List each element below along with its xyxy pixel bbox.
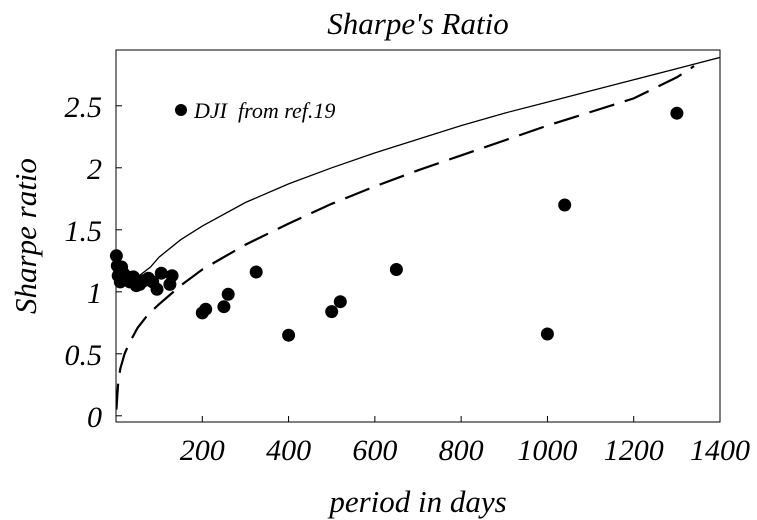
- data-points-layer: [109, 106, 684, 342]
- data-point: [249, 265, 263, 279]
- x-tick-label: 1000: [517, 434, 577, 467]
- data-point: [221, 287, 235, 301]
- legend-marker: [175, 104, 187, 116]
- x-tick-label: 800: [439, 434, 484, 467]
- data-point: [540, 327, 554, 341]
- x-tick-label: 1200: [604, 434, 664, 467]
- x-axis-ticks: 200 400 600 800 1000 1200 1400: [180, 416, 750, 467]
- y-tick-label: 0.5: [65, 339, 103, 372]
- x-tick-label: 1400: [690, 434, 750, 467]
- y-tick-label: 1: [87, 277, 102, 310]
- chart-title: Sharpe's Ratio: [327, 6, 508, 41]
- x-tick-label: 600: [352, 434, 397, 467]
- curves-layer: [116, 56, 720, 410]
- y-tick-label: 2.5: [65, 91, 103, 124]
- data-point: [670, 106, 684, 120]
- data-point: [150, 282, 164, 296]
- data-point: [109, 249, 123, 263]
- x-axis-label: period in days: [327, 484, 506, 519]
- legend: DJI from ref.19: [175, 98, 335, 123]
- data-point: [217, 300, 231, 314]
- plot-frame: [115, 49, 721, 423]
- y-tick-label: 0: [87, 401, 102, 434]
- y-tick-label: 2: [87, 153, 102, 186]
- y-axis-label: Sharpe ratio: [8, 158, 43, 314]
- data-point: [389, 263, 403, 276]
- solid-curve: [137, 56, 720, 278]
- legend-label: DJI from ref.19: [193, 98, 335, 123]
- x-tick-label: 400: [266, 434, 311, 467]
- data-point: [154, 266, 168, 280]
- data-point: [333, 295, 347, 309]
- data-point: [199, 302, 213, 316]
- dashed-curve: [116, 65, 695, 410]
- y-tick-label: 1.5: [65, 215, 103, 248]
- x-tick-label: 200: [180, 434, 225, 467]
- data-point: [558, 198, 572, 212]
- data-point: [282, 328, 296, 342]
- y-axis-ticks: 0 0.5 1 1.5 2 2.5: [65, 91, 122, 434]
- data-point: [165, 269, 179, 283]
- data-point: [325, 305, 339, 319]
